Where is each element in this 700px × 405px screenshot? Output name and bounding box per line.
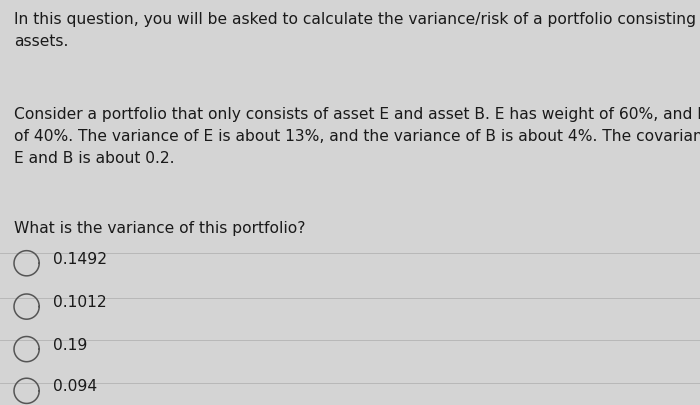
Text: 0.19: 0.19 — [52, 338, 87, 353]
Text: What is the variance of this portfolio?: What is the variance of this portfolio? — [14, 221, 305, 236]
Text: 0.1012: 0.1012 — [52, 295, 106, 310]
Text: 0.094: 0.094 — [52, 379, 97, 394]
Text: Consider a portfolio that only consists of asset E and asset B. E has weight of : Consider a portfolio that only consists … — [14, 107, 700, 166]
Text: 0.1492: 0.1492 — [52, 252, 106, 267]
Text: In this question, you will be asked to calculate the variance/risk of a portfoli: In this question, you will be asked to c… — [14, 12, 700, 49]
